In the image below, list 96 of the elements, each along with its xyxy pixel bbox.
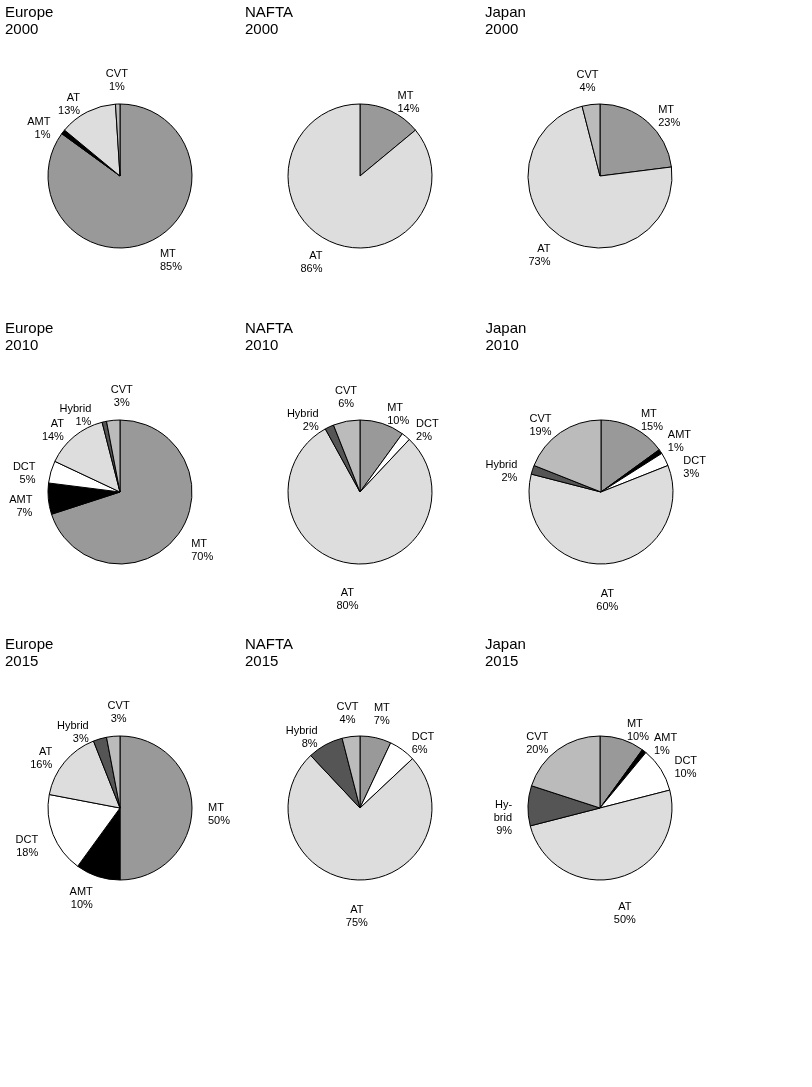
chart-title: Europe 2015	[5, 635, 54, 669]
data-label: 10%	[674, 767, 697, 780]
data-label: 1%	[34, 128, 51, 141]
data-label: 4%	[339, 712, 356, 725]
data-label: 10%	[626, 730, 650, 743]
data-label: 14%	[41, 430, 65, 443]
data-label: 75%	[345, 915, 369, 928]
slice-label: AT	[618, 899, 632, 912]
slice-label: Hybrid	[485, 457, 518, 470]
chart-title: Japan 2010	[485, 319, 527, 353]
chart-title: NAFTA 2010	[245, 319, 294, 353]
data-label: 1%	[667, 440, 684, 453]
slice-label: AMT	[653, 731, 678, 744]
slice-label: Hy- brid	[493, 798, 513, 824]
data-label: 20%	[526, 742, 549, 755]
data-label: 1%	[75, 414, 92, 427]
data-label: 80%	[336, 599, 359, 612]
data-label: 70%	[191, 549, 214, 562]
data-label: 10%	[70, 897, 94, 910]
slice-label: AMT	[27, 115, 51, 128]
slice-label: MT	[191, 536, 208, 549]
data-label: 18%	[16, 846, 39, 859]
slice-label: DCT	[416, 417, 439, 430]
slice-label: MT	[397, 89, 414, 102]
data-label: 3%	[72, 731, 89, 744]
slice-label: AMT	[9, 493, 33, 506]
data-label: 1%	[108, 80, 126, 93]
data-label: 3%	[683, 467, 700, 480]
slice-label: DCT	[411, 729, 435, 742]
data-label: 50%	[613, 912, 637, 925]
pie-slice	[287, 103, 433, 249]
slice-label: MT	[159, 247, 177, 260]
slice-label: MT	[640, 406, 658, 419]
data-label: 2%	[416, 430, 433, 443]
slice-label: AT	[309, 248, 323, 261]
data-label: 60%	[596, 599, 619, 612]
slice-label: AMT	[69, 884, 94, 897]
data-label: 19%	[529, 425, 552, 438]
data-label: 3%	[110, 712, 127, 725]
slice-label: Hybrid	[285, 723, 318, 736]
slice-label: MT	[387, 401, 404, 414]
slice-label: DCT	[683, 454, 707, 467]
chart-title: Europe 2000	[5, 3, 54, 37]
slice-label: AT	[600, 586, 615, 599]
data-label: 3%	[113, 396, 130, 409]
slice-label: CVT	[336, 699, 359, 712]
data-label: 14%	[397, 102, 420, 115]
slice-label: AT	[537, 241, 551, 254]
slice-label: AT	[38, 744, 53, 757]
data-label: 86%	[300, 261, 323, 274]
data-label: 10%	[387, 414, 410, 427]
slice-label: AT	[340, 586, 355, 599]
data-label: 2%	[302, 420, 319, 433]
data-label: 15%	[640, 419, 664, 432]
data-label: 16%	[30, 757, 53, 770]
slice-label: CVT	[529, 412, 552, 425]
slice-label: CVT	[105, 67, 129, 80]
slice-label: CVT	[526, 729, 549, 742]
chart-title: Europe 2010	[5, 319, 54, 353]
slice-label: DCT	[12, 460, 36, 473]
slice-label: CVT	[576, 67, 599, 80]
data-label: 2%	[501, 470, 518, 483]
data-label: 13%	[58, 103, 81, 116]
slice-label: CVT	[110, 383, 134, 396]
data-label: 73%	[528, 254, 551, 267]
chart-title: Japan 2015	[485, 635, 526, 669]
slice-label: AMT	[667, 427, 692, 440]
data-label: 7%	[16, 506, 33, 519]
slice-label: Hybrid	[286, 407, 319, 420]
slice-label: Hybrid	[56, 718, 89, 731]
data-label: 6%	[411, 742, 428, 755]
data-label: 9%	[496, 824, 513, 837]
slice-label: AT	[350, 902, 364, 915]
data-label: 4%	[579, 80, 596, 93]
slice-label: MT	[626, 717, 644, 730]
chart-title: Japan 2000	[485, 3, 526, 37]
slice-label: MT	[373, 701, 391, 714]
slice-label: Hybrid	[59, 401, 92, 414]
slice-label: MT	[208, 801, 225, 813]
slice-label: MT	[658, 102, 675, 115]
data-label: 7%	[373, 714, 390, 727]
data-label: 8%	[301, 736, 318, 749]
data-label: 85%	[159, 260, 183, 273]
data-label: 1%	[653, 744, 671, 757]
data-label: 23%	[658, 115, 681, 128]
slice-label: AT	[66, 90, 81, 103]
chart-title: NAFTA 2000	[245, 3, 294, 37]
data-label: 6%	[338, 396, 355, 409]
slice-label: DCT	[15, 833, 39, 846]
slice-label: AT	[50, 417, 65, 430]
slice-label: CVT	[335, 383, 358, 396]
slice-label: DCT	[674, 754, 698, 767]
chart-title: NAFTA 2015	[245, 635, 294, 669]
data-label: 50%	[208, 814, 231, 826]
slice-label: CVT	[107, 699, 130, 712]
data-label: 5%	[19, 473, 36, 486]
